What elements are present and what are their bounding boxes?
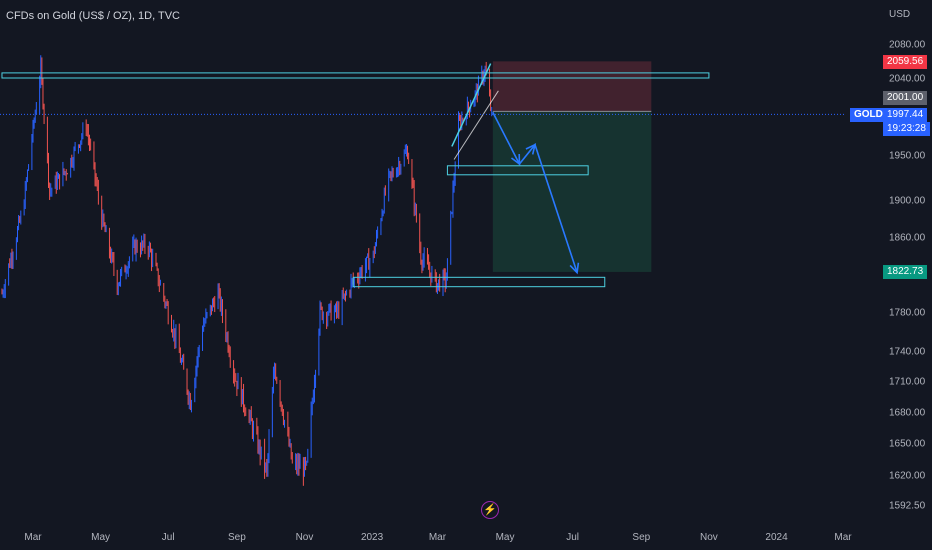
currency-label: USD [889,9,911,20]
zone-box-3 [352,276,606,288]
x-tick-label: Nov [700,532,718,543]
countdown-tag: 19:23:28 [883,122,930,136]
chart-title: CFDs on Gold (US$ / OZ), 1D, TVC [6,10,181,22]
y-tick-label: 2080.00 [889,40,926,51]
y-tick-label: 1592.50 [889,501,926,512]
projection-arrow-path [492,111,578,273]
wedge-upper-line [451,63,492,147]
x-tick-label: Sep [228,532,246,543]
y-tick-label: 1780.00 [889,308,926,319]
arrow-head-2 [525,143,537,155]
y-tick-label: 1680.00 [889,408,926,419]
zone-box-2 [446,165,589,176]
arrow-head-3 [569,262,580,275]
zone-box-1 [1,72,710,79]
x-tick-label: 2024 [765,532,788,543]
stop-loss-zone [492,61,652,112]
lightning-icon[interactable]: ⚡ [481,501,499,519]
y-tick-label: 2040.00 [889,74,926,85]
y-tick-label: 1740.00 [889,347,926,358]
arrow-head-1 [510,153,521,166]
y-tick-label: 1860.00 [889,233,926,244]
wedge-lower-line [453,90,499,160]
symbol-tag[interactable]: GOLD [850,108,887,122]
x-tick-label: May [496,532,515,543]
x-tick-label: Mar [24,532,42,543]
x-tick-label: Jul [566,532,579,543]
take-profit-zone [492,111,652,272]
x-tick-label: Nov [296,532,314,543]
x-tick-label: Sep [632,532,650,543]
x-tick-label: Jul [162,532,175,543]
y-tick-label: 1950.00 [889,151,926,162]
stop-price-tag: 2059.56 [883,55,928,69]
y-tick-label: 1620.00 [889,471,926,482]
last-price-tag: 1997.44 [883,108,928,122]
x-tick-label: May [91,532,110,543]
y-tick-label: 1710.00 [889,377,926,388]
x-tick-label: 2023 [361,532,384,543]
target-price-tag: 1822.73 [883,265,928,279]
x-tick-label: Mar [429,532,447,543]
x-tick-label: Mar [834,532,852,543]
y-tick-label: 1650.00 [889,439,926,450]
entry-price-tag: 2001.00 [883,91,928,105]
y-tick-label: 1900.00 [889,196,926,207]
